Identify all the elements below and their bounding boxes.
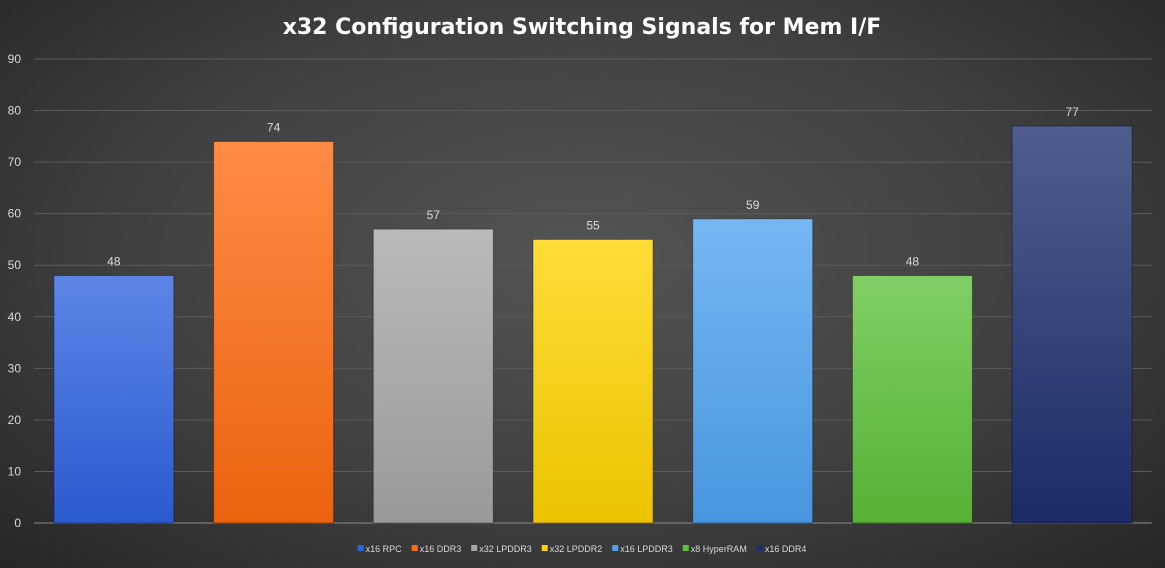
legend-item[interactable]: x32 LPDDR3	[471, 544, 532, 554]
data-label: 55	[586, 218, 600, 232]
legend-swatch	[541, 545, 548, 551]
y-tick-label: 20	[8, 413, 22, 427]
y-tick-label: 10	[8, 464, 22, 478]
y-tick-label: 80	[8, 104, 22, 118]
data-label: 48	[906, 255, 920, 269]
data-label: 59	[746, 198, 760, 212]
bars	[53, 125, 1133, 524]
legend-swatch	[471, 545, 478, 551]
legend-item[interactable]: x16 DDR3	[411, 544, 462, 554]
bar-x16-rpc[interactable]	[53, 275, 175, 524]
legend-label: x16 DDR4	[765, 544, 807, 554]
legend-item[interactable]: x8 HyperRAM	[682, 544, 747, 554]
legend-swatch	[357, 545, 364, 551]
bar-x16-ddr4[interactable]	[1011, 125, 1133, 524]
y-tick-label: 90	[8, 52, 22, 66]
data-label: 77	[1065, 105, 1079, 119]
legend-item[interactable]: x16 RPC	[357, 544, 403, 554]
y-tick-label: 30	[8, 361, 22, 375]
legend-swatch	[612, 545, 619, 551]
bar-x16-ddr3[interactable]	[213, 140, 335, 524]
y-tick-label: 50	[8, 258, 22, 272]
bar-x16-lpddr3[interactable]	[692, 218, 814, 524]
chart-title: x32 Configuration Switching Signals for …	[283, 15, 882, 40]
legend-swatch	[756, 545, 763, 551]
legend-label: x16 LPDDR3	[620, 544, 673, 554]
legend-swatch	[682, 545, 689, 551]
legend[interactable]: x16 RPC x16 DDR3 x32 LPDDR3 x32 LPDDR2 x16 L…	[357, 544, 807, 554]
legend-item[interactable]: x16 DDR4	[756, 544, 807, 554]
data-labels: 48 74 57 55 59 48 77	[107, 105, 1079, 269]
bar-x32-lpddr3[interactable]	[372, 228, 494, 524]
legend-label: x32 LPDDR2	[550, 544, 603, 554]
data-label: 57	[427, 208, 441, 222]
legend-label: x16 RPC	[366, 544, 403, 554]
bar-x8-hyperram[interactable]	[851, 275, 973, 524]
legend-swatch	[411, 545, 418, 551]
data-label: 48	[107, 255, 121, 269]
y-tick-label: 60	[8, 207, 22, 221]
legend-label: x32 LPDDR3	[479, 544, 532, 554]
legend-item[interactable]: x16 LPDDR3	[612, 544, 673, 554]
legend-label: x8 HyperRAM	[691, 544, 747, 554]
y-tick-label: 0	[14, 516, 21, 530]
y-tick-label: 70	[8, 155, 22, 169]
y-axis: 0 10 20 30 40 50 60 70 80 90	[8, 52, 22, 530]
y-tick-label: 40	[8, 310, 22, 324]
data-label: 74	[267, 120, 281, 134]
bar-x32-lpddr2[interactable]	[532, 238, 654, 524]
legend-item[interactable]: x32 LPDDR2	[541, 544, 603, 554]
legend-label: x16 DDR3	[420, 544, 462, 554]
